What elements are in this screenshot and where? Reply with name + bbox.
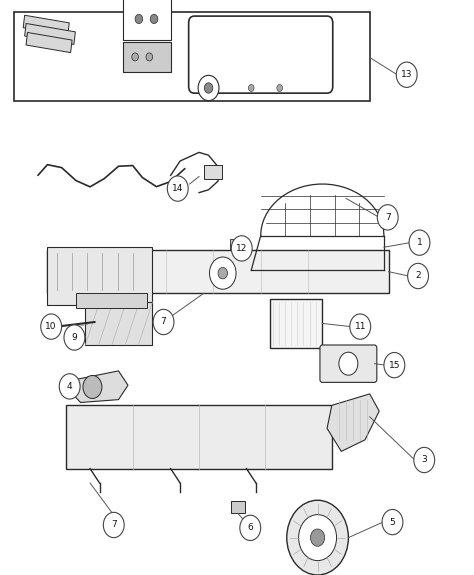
Text: 6: 6 [247,523,253,532]
Text: 7: 7 [385,213,391,222]
Text: 10: 10 [46,322,57,331]
Circle shape [339,352,358,375]
Text: 5: 5 [390,518,395,527]
Text: 4: 4 [67,382,73,391]
Text: 11: 11 [355,322,366,331]
FancyBboxPatch shape [14,12,370,101]
FancyBboxPatch shape [25,24,75,44]
Circle shape [350,314,371,339]
FancyBboxPatch shape [85,302,152,345]
Circle shape [287,500,348,575]
Circle shape [153,309,174,335]
Circle shape [146,53,153,61]
Circle shape [167,176,188,201]
Circle shape [150,14,158,24]
Circle shape [210,257,236,289]
Circle shape [377,205,398,230]
Circle shape [198,75,219,101]
Circle shape [41,314,62,339]
Text: 1: 1 [417,238,422,247]
Circle shape [52,321,62,332]
Text: 12: 12 [236,244,247,253]
Circle shape [277,85,283,91]
Circle shape [218,267,228,279]
FancyBboxPatch shape [23,15,69,36]
Circle shape [408,263,428,289]
FancyBboxPatch shape [76,293,147,308]
Circle shape [382,509,403,535]
Text: 14: 14 [172,184,183,193]
FancyBboxPatch shape [66,405,332,469]
Circle shape [299,515,337,561]
Circle shape [248,85,254,91]
Circle shape [132,53,138,61]
Text: 9: 9 [72,333,77,342]
Circle shape [83,375,102,398]
FancyBboxPatch shape [123,0,171,40]
FancyBboxPatch shape [123,42,171,72]
Circle shape [396,62,417,87]
Circle shape [103,512,124,538]
FancyBboxPatch shape [47,247,152,305]
Circle shape [384,352,405,378]
Text: 3: 3 [421,455,427,465]
Polygon shape [327,394,379,451]
Text: 7: 7 [111,520,117,530]
Circle shape [64,325,85,350]
Circle shape [310,529,325,546]
Circle shape [135,14,143,24]
Circle shape [59,374,80,399]
FancyBboxPatch shape [230,239,242,250]
FancyBboxPatch shape [231,501,245,513]
FancyBboxPatch shape [47,250,389,293]
Circle shape [409,230,430,255]
FancyBboxPatch shape [204,165,222,179]
Circle shape [204,83,213,93]
FancyBboxPatch shape [26,32,72,53]
FancyBboxPatch shape [320,345,377,382]
Circle shape [240,515,261,540]
FancyBboxPatch shape [189,16,333,93]
Circle shape [414,447,435,473]
Circle shape [231,236,252,261]
Text: 13: 13 [401,70,412,79]
Text: 2: 2 [415,271,421,281]
Text: 7: 7 [161,317,166,327]
Text: 15: 15 [389,361,400,370]
FancyBboxPatch shape [270,299,322,348]
Polygon shape [62,371,128,402]
